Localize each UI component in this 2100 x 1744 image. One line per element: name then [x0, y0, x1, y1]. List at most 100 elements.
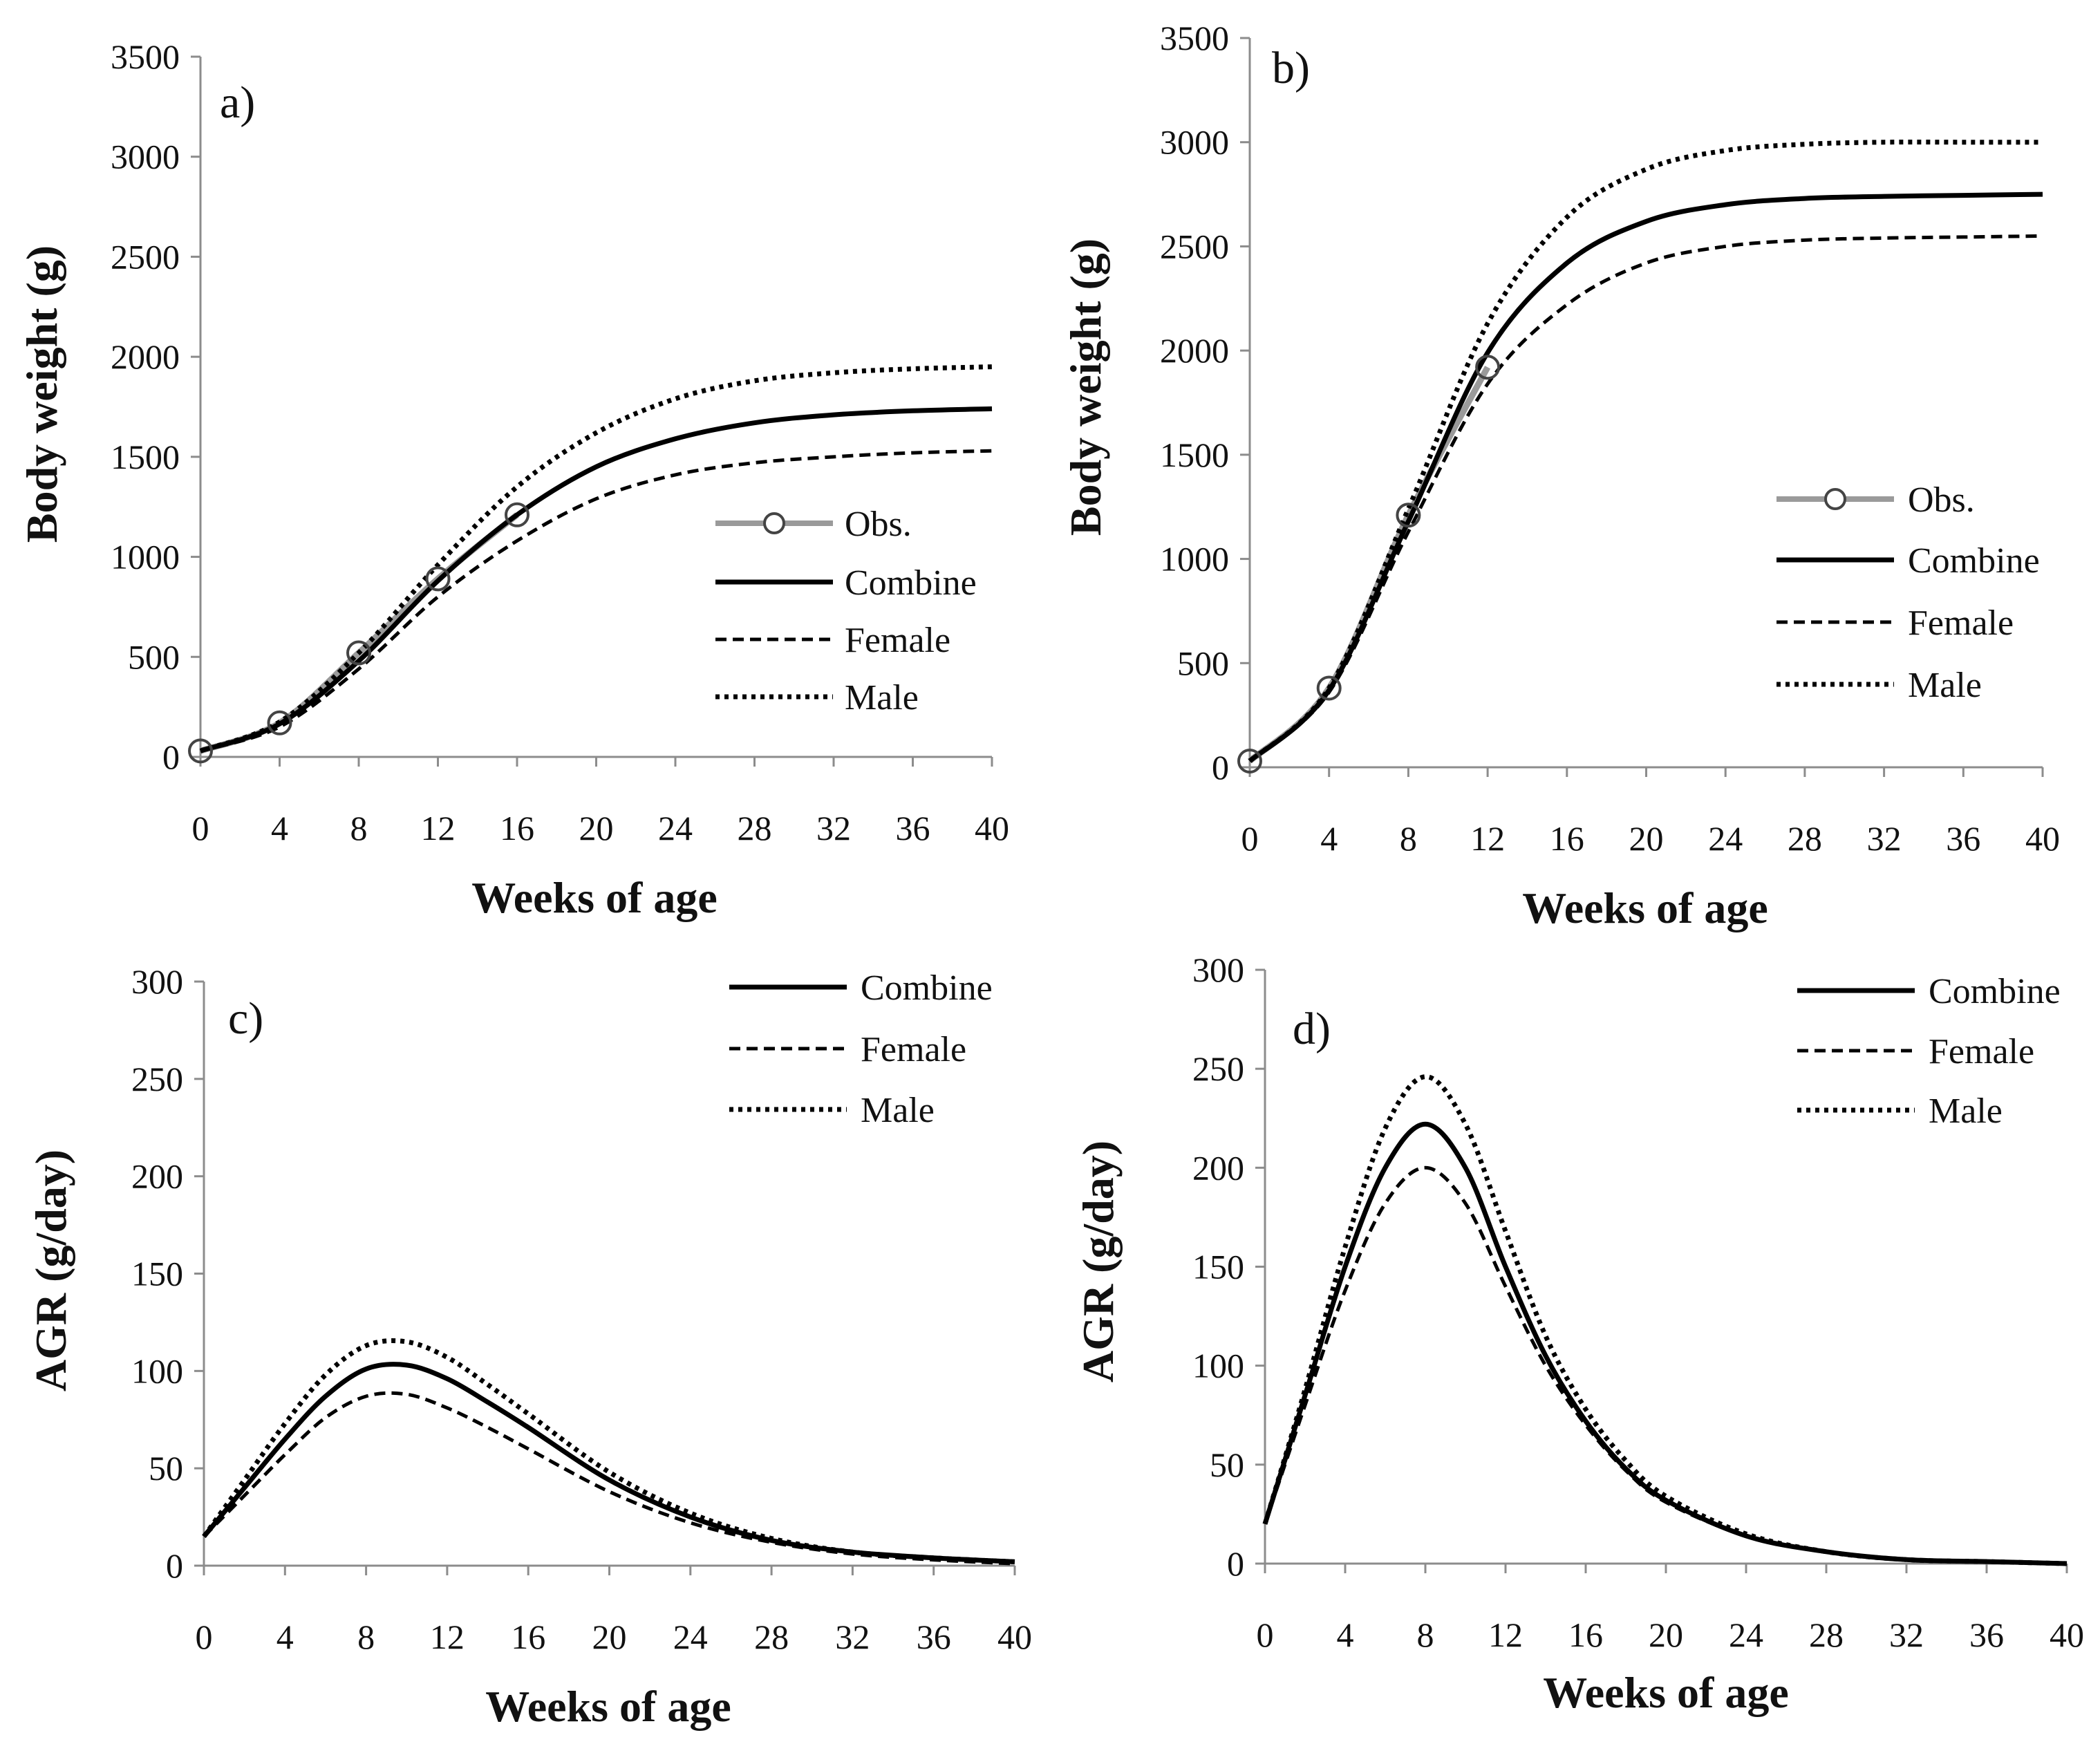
series-male-line	[1262, 1074, 2068, 1566]
x-tick-label: 36	[1969, 1615, 2004, 1654]
series-female-line	[203, 1391, 1015, 1566]
y-tick-label: 200	[1192, 1148, 1244, 1187]
legend-label-female: Female	[861, 1030, 966, 1069]
legend-label-combine: Combine	[1929, 972, 2061, 1011]
y-tick-label: 250	[1192, 1049, 1244, 1088]
panel-b: 0 500 1000 1500 2000 2500 3000 3500 0 4 8 12 16 20 24…	[1061, 19, 2060, 932]
y-tick-label: 100	[1192, 1347, 1244, 1385]
y-tick-label: 0	[162, 738, 180, 776]
x-tick-label: 24	[1729, 1615, 1763, 1654]
x-tick-label: 4	[276, 1618, 294, 1656]
series-combine-line	[199, 406, 993, 753]
legend-label-combine: Combine	[861, 968, 993, 1008]
y-tick-label: 50	[1210, 1445, 1244, 1484]
y-tick-label: 3000	[1160, 123, 1229, 162]
y-tick-label: 300	[131, 962, 183, 1001]
legend-label-male: Male	[845, 678, 919, 718]
obs-point	[425, 566, 451, 592]
y-tick-label: 150	[1192, 1248, 1244, 1286]
x-tick-label: 8	[357, 1618, 375, 1656]
x-tick-label: 16	[500, 809, 534, 847]
x-tick-label: 16	[1568, 1615, 1603, 1654]
y-tick-label: 3500	[111, 37, 180, 76]
legend-label-combine: Combine	[845, 563, 977, 603]
y-axis-title: AGR (g/day)	[26, 1150, 75, 1391]
x-tick-label: 24	[658, 809, 693, 847]
y-tick-label: 3500	[1160, 19, 1229, 57]
legend-label-combine: Combine	[1908, 541, 2040, 581]
panel-b-legend: Obs. Combine Female Male	[1776, 480, 2040, 705]
y-tick-label: 0	[166, 1546, 183, 1585]
x-axis-title: Weeks of age	[1543, 1668, 1789, 1717]
y-tick-label: 200	[131, 1157, 183, 1196]
panel-d-x-ticks: 0 4 8 12 16 20 24 28 32 36 40	[1257, 1564, 2084, 1654]
x-tick-label: 4	[1320, 819, 1338, 858]
x-tick-label: 0	[196, 1618, 213, 1656]
x-tick-label: 28	[1809, 1615, 1844, 1654]
panel-c: 0 50 100 150 200 250 300 0 4 8 12 16 20 24 28 32 36 40 c…	[26, 962, 1032, 1731]
legend-label-male: Male	[1929, 1091, 2003, 1131]
legend-marker-obs	[763, 512, 785, 534]
panel-a: 0 500 1000 1500 2000 2500 3000 3500 0 4 8 12 16 20 24…	[17, 37, 1009, 922]
x-tick-label: 16	[1550, 819, 1584, 858]
obs-point	[505, 502, 529, 527]
y-tick-label: 2500	[1160, 227, 1229, 265]
x-tick-label: 40	[997, 1618, 1032, 1656]
y-tick-label: 1500	[1160, 435, 1229, 474]
panel-d-plot-area	[1262, 1074, 2068, 1566]
panel-label: c)	[228, 993, 263, 1044]
x-tick-label: 16	[511, 1618, 545, 1656]
y-tick-label: 0	[1227, 1544, 1244, 1583]
y-tick-label: 3000	[111, 138, 180, 176]
x-axis-title: Weeks of age	[471, 873, 718, 922]
panel-label: d)	[1293, 1004, 1331, 1054]
panel-label: b)	[1272, 43, 1310, 93]
y-tick-label: 500	[128, 637, 180, 676]
x-tick-label: 40	[2050, 1615, 2084, 1654]
x-tick-label: 40	[2025, 819, 2060, 858]
y-tick-label: 1500	[111, 438, 180, 476]
y-tick-label: 2000	[111, 337, 180, 376]
x-tick-label: 12	[1488, 1615, 1523, 1654]
series-female-line	[200, 449, 993, 753]
legend-label-obs: Obs.	[845, 505, 912, 544]
series-male-line	[199, 364, 993, 753]
x-tick-label: 20	[1629, 819, 1664, 858]
y-tick-label: 150	[131, 1255, 183, 1293]
panel-a-x-ticks: 0 4 8 12 16 20 24 28 32 36 40	[192, 757, 1009, 847]
y-tick-label: 2000	[1160, 331, 1229, 370]
x-tick-label: 24	[1708, 819, 1743, 858]
obs-point	[188, 738, 213, 764]
y-axis-title: Body weight (g)	[1061, 238, 1110, 536]
x-tick-label: 20	[1649, 1615, 1683, 1654]
legend-label-female: Female	[1908, 603, 2014, 643]
panel-b-x-ticks: 0 4 8 12 16 20 24 28 32 36 40	[1241, 767, 2060, 858]
x-tick-label: 12	[421, 809, 456, 847]
panel-a-y-ticks: 0 500 1000 1500 2000 2500 3000 3500	[111, 37, 200, 776]
x-tick-label: 32	[835, 1618, 870, 1656]
obs-point	[267, 710, 292, 735]
legend-label-female: Female	[845, 621, 950, 660]
obs-point	[1396, 503, 1421, 528]
x-tick-label: 20	[592, 1618, 627, 1656]
y-axis-title: Body weight (g)	[17, 245, 66, 543]
panel-c-y-ticks: 0 50 100 150 200 250 300	[131, 962, 204, 1585]
y-tick-label: 100	[131, 1351, 183, 1390]
y-tick-label: 1000	[111, 538, 180, 576]
x-tick-label: 8	[1417, 1615, 1434, 1654]
x-tick-label: 4	[271, 809, 288, 847]
x-tick-label: 40	[975, 809, 1009, 847]
y-tick-label: 50	[149, 1449, 183, 1488]
x-tick-label: 36	[1946, 819, 1980, 858]
obs-point	[1237, 748, 1262, 773]
series-combine-line	[1248, 191, 2043, 763]
obs-point	[1475, 355, 1501, 380]
panel-d-y-ticks: 0 50 100 150 200 250 300	[1192, 950, 1265, 1583]
x-tick-label: 12	[1470, 819, 1505, 858]
x-tick-label: 0	[1241, 819, 1259, 858]
x-axis-title: Weeks of age	[485, 1682, 731, 1731]
y-tick-label: 500	[1177, 644, 1229, 682]
x-tick-label: 32	[1867, 819, 1902, 858]
